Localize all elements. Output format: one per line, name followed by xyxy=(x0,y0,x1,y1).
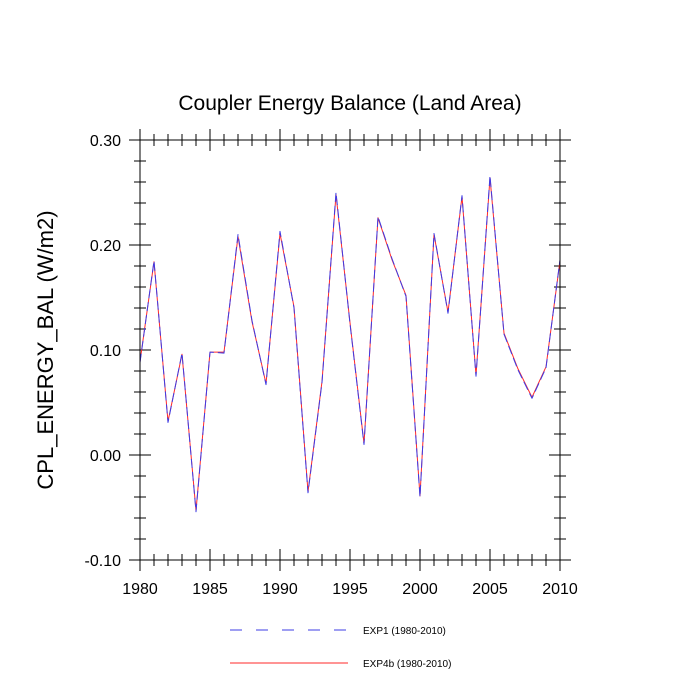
x-tick-label: 2000 xyxy=(402,581,438,598)
series-exp1-line xyxy=(139,175,561,513)
y-tick-label: 0.20 xyxy=(90,238,121,255)
x-tick-label: 2010 xyxy=(542,581,578,598)
y-tick-label: -0.10 xyxy=(85,553,122,570)
legend-label-exp4b: EXP4b (1980-2010) xyxy=(363,659,451,670)
legend: EXP1 (1980-2010) EXP4b (1980-2010) xyxy=(230,626,451,670)
chart-title: Coupler Energy Balance (Land Area) xyxy=(178,92,521,115)
x-tick-label: 2005 xyxy=(472,581,508,598)
y-tick-label: 0.30 xyxy=(90,133,121,150)
x-tick-label: 1990 xyxy=(262,581,298,598)
plot-lines xyxy=(139,175,561,513)
plot-frame xyxy=(139,139,561,561)
y-axis-label: CPL_ENERGY_BAL (W/m2) xyxy=(33,210,58,489)
series-exp4b-line xyxy=(139,177,561,512)
y-tick-label: 0.00 xyxy=(90,448,121,465)
x-tick-label: 1995 xyxy=(332,581,368,598)
legend-label-exp1: EXP1 (1980-2010) xyxy=(363,626,446,637)
x-tick-label: 1985 xyxy=(192,581,228,598)
tick-labels: 1980 1985 1990 1995 2000 2005 2010 -0.10 0.00 0.1… xyxy=(85,133,578,598)
x-tick-label: 1980 xyxy=(122,581,158,598)
y-tick-label: 0.10 xyxy=(90,343,121,360)
